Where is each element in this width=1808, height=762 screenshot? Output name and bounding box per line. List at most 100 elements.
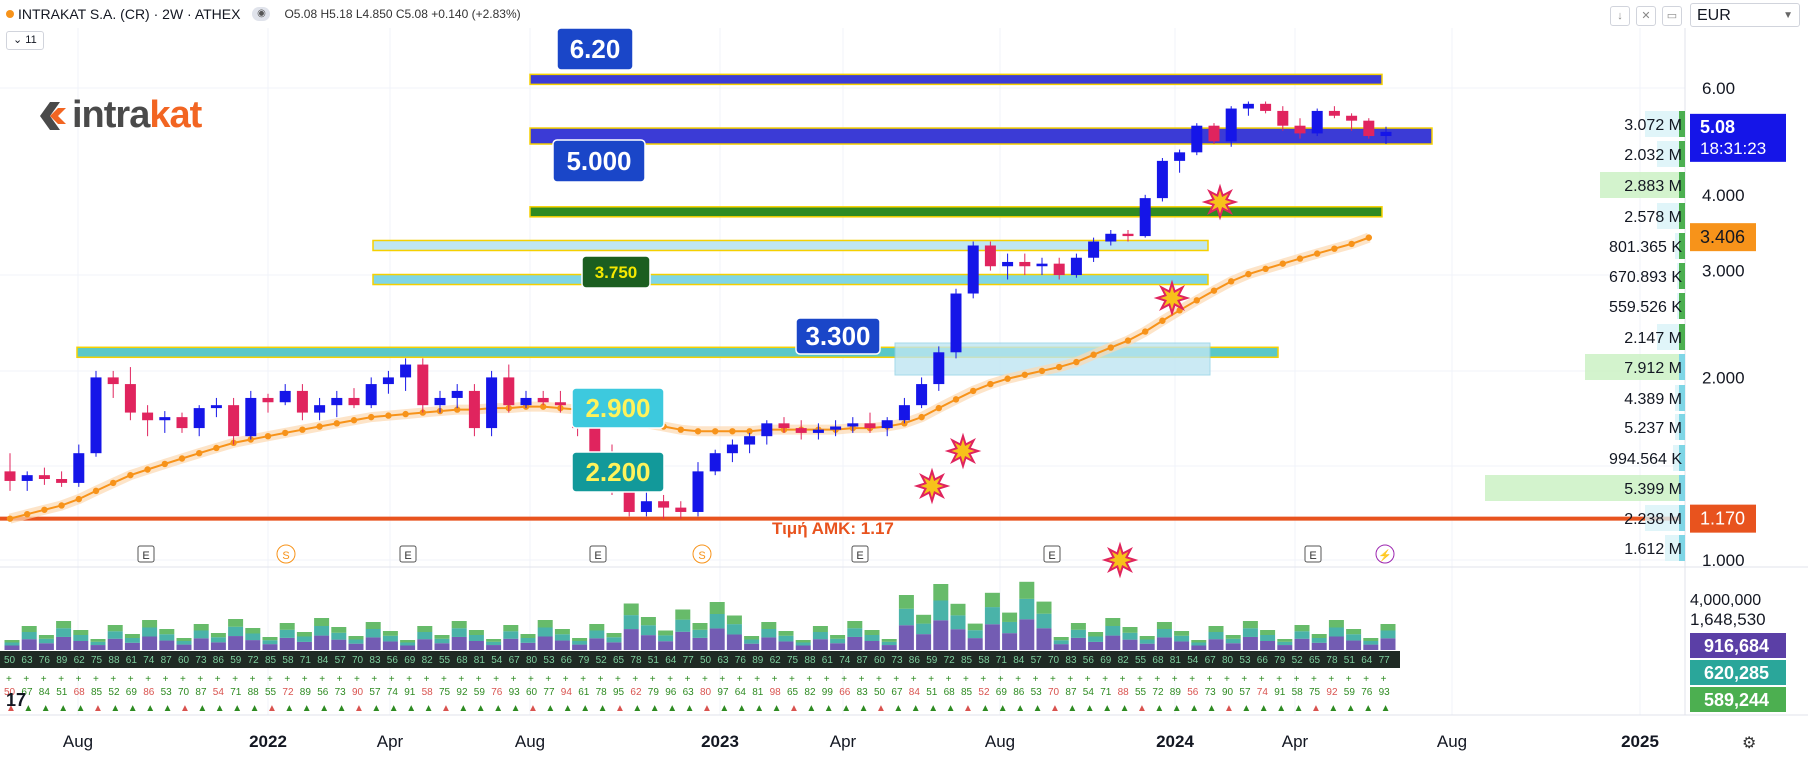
time-tick-label[interactable]: 2025 xyxy=(1621,732,1659,751)
rating-sign: + xyxy=(476,674,482,685)
volume-bar xyxy=(382,641,398,650)
tradingview-logo[interactable]: 17 xyxy=(6,690,27,710)
currency-select[interactable]: EUR ▼ xyxy=(1690,3,1800,27)
level-label-3-750: 3.750 xyxy=(581,255,651,289)
support-value-badge[interactable] xyxy=(1690,504,1756,533)
score-value: 64 xyxy=(1361,655,1373,666)
candle-body xyxy=(468,390,480,429)
time-tick-label[interactable]: Apr xyxy=(1282,732,1309,751)
rating-sign: + xyxy=(754,674,760,685)
candle-body xyxy=(1363,120,1375,137)
volume-bar xyxy=(778,641,794,650)
rating-value: 70 xyxy=(178,687,190,698)
volume-bar xyxy=(744,639,760,644)
volume-bar xyxy=(1191,645,1207,650)
hide-eye-icon[interactable]: ◉ xyxy=(252,7,271,21)
indicators-toggle[interactable]: ⌄ 11 xyxy=(6,31,44,50)
rating-triangle-icon: ▲ xyxy=(737,703,747,714)
volume-bar xyxy=(124,642,140,650)
rating-triangle-icon: ▲ xyxy=(1294,703,1304,714)
ma-point xyxy=(75,495,83,503)
rating-value: 76 xyxy=(1361,687,1373,698)
volume-bar xyxy=(468,630,484,635)
volume-bar xyxy=(1260,630,1276,635)
symbol-title[interactable]: INTRAKAT S.A. (CR) · 2W · ATHEX xyxy=(18,6,241,22)
rating-sign: + xyxy=(1224,674,1230,685)
ma-point xyxy=(1296,255,1304,262)
price-tick-label[interactable]: 3.000 xyxy=(1702,262,1745,281)
volume-bar xyxy=(640,617,656,626)
price-tick-label[interactable]: 4.000 xyxy=(1702,186,1745,205)
score-value: 71 xyxy=(996,655,1008,666)
score-value: 50 xyxy=(4,655,16,666)
volume-bar xyxy=(795,642,811,646)
rating-sign: + xyxy=(1276,674,1282,685)
marker-glyph: S xyxy=(698,550,705,562)
level-label-6-20: 6.20 xyxy=(556,27,634,71)
breakout-burst-icon xyxy=(913,467,951,505)
volume-badge[interactable] xyxy=(1690,633,1786,658)
level-label-bg xyxy=(571,387,665,429)
last-price-value: 5.08 xyxy=(1700,117,1735,137)
ma-value-badge[interactable] xyxy=(1690,223,1756,252)
volume-bar xyxy=(898,625,914,650)
rating-value: 52 xyxy=(978,687,990,698)
score-value: 51 xyxy=(1344,655,1356,666)
volume-badge[interactable] xyxy=(1690,687,1786,712)
rating-triangle-icon: ▲ xyxy=(1154,703,1164,714)
price-tick-label[interactable]: 1.000 xyxy=(1702,551,1745,570)
time-tick-label[interactable]: 2022 xyxy=(249,732,287,751)
settings-gear-icon[interactable]: ⚙ xyxy=(1742,735,1757,752)
score-value: 87 xyxy=(161,655,173,666)
time-tick-label[interactable]: Aug xyxy=(1437,732,1467,751)
volume-bar xyxy=(262,640,278,645)
time-tick-label[interactable]: Aug xyxy=(63,732,93,751)
ma-point xyxy=(316,423,323,430)
volume-bar xyxy=(1122,639,1138,650)
volume-bar xyxy=(1019,619,1035,650)
last-price-badge[interactable] xyxy=(1690,113,1786,162)
candle-body xyxy=(451,390,463,398)
rating-value: 73 xyxy=(335,687,347,698)
maximize-icon[interactable]: ▭ xyxy=(1662,6,1682,26)
volume-bar xyxy=(1277,641,1293,646)
price-axis[interactable]: 6.00 4.000 3.000 2.000 1.000 5.08 18:31:23 3.40… xyxy=(1690,79,1786,712)
rating-triangle-icon: ▲ xyxy=(1015,703,1025,714)
price-tick-label[interactable]: 2.000 xyxy=(1702,368,1745,387)
score-strip xyxy=(0,651,1400,668)
volume-bar xyxy=(1019,581,1035,599)
time-tick-label[interactable]: 2023 xyxy=(701,732,739,751)
collapse-icon[interactable]: ✕ xyxy=(1636,6,1656,26)
price-tick-label[interactable]: 6.00 xyxy=(1702,79,1735,98)
volume-bar xyxy=(314,635,330,650)
rating-triangle-icon: ▲ xyxy=(1241,703,1251,714)
rating-value: 93 xyxy=(509,687,521,698)
time-tick-label[interactable]: Aug xyxy=(985,732,1015,751)
time-tick-label[interactable]: Apr xyxy=(377,732,404,751)
candle-body xyxy=(1191,125,1203,153)
volume-bar xyxy=(950,615,966,630)
volume-badge[interactable] xyxy=(1690,660,1786,685)
time-tick-label[interactable]: Aug xyxy=(515,732,545,751)
breakout-burst-icon xyxy=(1201,183,1239,221)
ma-point xyxy=(110,479,117,487)
time-tick-label[interactable]: 2024 xyxy=(1156,732,1194,751)
rating-sign: + xyxy=(1189,674,1195,685)
volume-bar xyxy=(314,626,330,636)
arrow-down-icon[interactable]: ↓ xyxy=(1610,6,1630,26)
time-tick-label[interactable]: Apr xyxy=(830,732,857,751)
volume-bar xyxy=(692,623,708,630)
time-axis[interactable]: Aug 2022 Apr Aug 2023 Apr Aug 2024 Apr Aug 2025 xyxy=(63,732,1659,751)
split-marker-icon: S xyxy=(692,544,712,564)
rating-sign: + xyxy=(998,674,1004,685)
ma-point xyxy=(368,413,375,421)
earnings-marker-icon: E xyxy=(589,545,607,563)
volume-profile-bar xyxy=(1645,111,1685,137)
volume-bar xyxy=(176,644,192,650)
score-value: 60 xyxy=(178,655,190,666)
volume-bar xyxy=(417,632,433,640)
score-value: 89 xyxy=(752,655,764,666)
volume-bar xyxy=(1174,641,1190,650)
volume-bar xyxy=(847,636,863,650)
